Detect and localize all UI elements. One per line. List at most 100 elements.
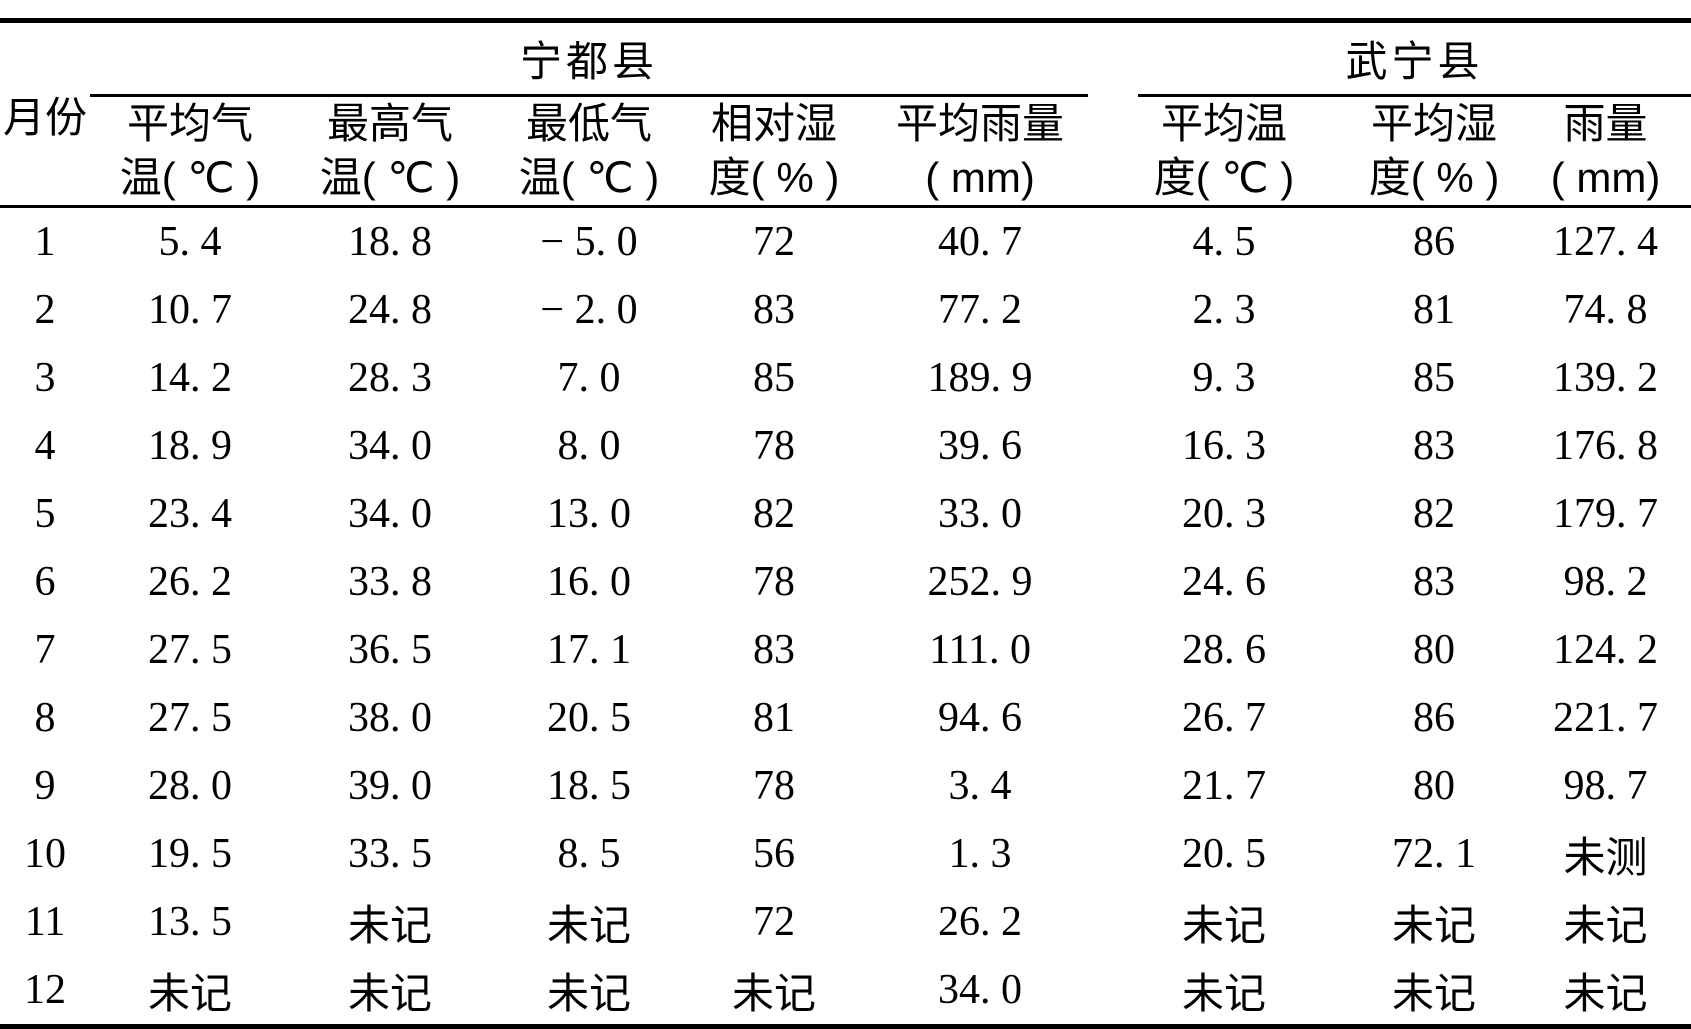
value-cell: 26. 2 xyxy=(938,899,1022,945)
value-cell: 24. 8 xyxy=(348,287,432,333)
col-header-wuning-avg-temp: 平均温 度( ℃ ) xyxy=(1100,97,1349,208)
value-cell: 18. 9 xyxy=(148,423,232,469)
value-cell: 36. 5 xyxy=(348,627,432,673)
value-cell: 19. 5 xyxy=(148,831,232,877)
value-cell: 16. 0 xyxy=(547,559,631,605)
value-cell: 98. 7 xyxy=(1563,763,1648,809)
col-header-line1: 平均温 xyxy=(1161,100,1288,147)
col-header-ningdu-min-temp: 最低气 温( ℃ ) xyxy=(490,97,688,208)
col-header-line1: 雨量 xyxy=(1563,100,1648,147)
col-header-line2: 度( % ) xyxy=(1368,154,1500,201)
table-row: 9 28. 0 39. 0 18. 5 78 3. 4 21. 7 80 98. 7 xyxy=(0,752,1691,820)
col-header-line2: ( mm) xyxy=(1550,154,1661,201)
table-row: 4 18. 9 34. 0 8. 0 78 39. 6 16. 3 83 176. 8 xyxy=(0,412,1691,480)
value-cell: 2. 3 xyxy=(1192,287,1256,333)
value-cell: 未记 xyxy=(731,969,816,1017)
value-cell: 未记 xyxy=(1182,969,1267,1017)
table-row: 8 27. 5 38. 0 20. 5 81 94. 6 26. 7 86 221. 7 xyxy=(0,684,1691,752)
value-cell: 28. 0 xyxy=(148,763,232,809)
value-cell: 80 xyxy=(1413,627,1456,673)
value-cell: 38. 0 xyxy=(348,695,432,741)
value-cell: 21. 7 xyxy=(1182,763,1267,809)
value-cell: 98. 2 xyxy=(1563,559,1648,605)
value-cell: 28. 6 xyxy=(1182,627,1267,673)
table-row: 3 14. 2 28. 3 7. 0 85 189. 9 9. 3 85 139. 2 xyxy=(0,344,1691,412)
col-header-line1: 平均雨量 xyxy=(896,100,1065,147)
group-header-ningdu-label: 宁都县 xyxy=(90,23,1089,97)
column-header-row: 平均气 温( ℃ ) 最高气 温( ℃ ) 最低气 温( ℃ ) 相对湿 度( … xyxy=(0,97,1691,208)
value-cell: 20. 3 xyxy=(1182,491,1267,537)
value-cell: 85 xyxy=(753,355,795,401)
month-cell: 6 xyxy=(34,559,56,605)
col-header-line1: 平均湿 xyxy=(1371,100,1498,147)
value-cell: 83 xyxy=(1413,423,1456,469)
value-cell: 33. 5 xyxy=(348,831,432,877)
value-cell: 1. 3 xyxy=(948,831,1012,877)
col-header-ningdu-max-temp: 最高气 温( ℃ ) xyxy=(290,97,490,208)
col-header-line1: 平均气 xyxy=(126,100,253,147)
value-cell: 176. 8 xyxy=(1553,423,1659,469)
month-cell: 11 xyxy=(24,899,66,945)
month-cell: 1 xyxy=(34,219,56,265)
value-cell: 9. 3 xyxy=(1192,355,1256,401)
value-cell: 83 xyxy=(1413,559,1456,605)
value-cell: 189. 9 xyxy=(927,355,1033,401)
value-cell: 94. 6 xyxy=(938,695,1022,741)
month-cell: 10 xyxy=(24,831,66,877)
month-cell: 8 xyxy=(34,695,56,741)
value-cell: 82 xyxy=(753,491,795,537)
value-cell: − 5. 0 xyxy=(540,219,638,265)
value-cell: 85 xyxy=(1413,355,1456,401)
month-cell: 5 xyxy=(34,491,56,537)
value-cell: 83 xyxy=(753,287,795,333)
col-header-line2: 度( ℃ ) xyxy=(1153,154,1295,201)
table-row: 7 27. 5 36. 5 17. 1 83 111. 0 28. 6 80 124. 2 xyxy=(0,616,1691,684)
value-cell: 127. 4 xyxy=(1553,219,1659,265)
value-cell: 18. 8 xyxy=(348,219,432,265)
value-cell: 28. 3 xyxy=(348,355,432,401)
col-header-ningdu-avg-temp: 平均气 温( ℃ ) xyxy=(90,97,290,208)
month-column-header: 月份 xyxy=(0,20,90,208)
value-cell: 82 xyxy=(1413,491,1456,537)
value-cell: − 2. 0 xyxy=(540,287,638,333)
value-cell: 7. 0 xyxy=(557,355,621,401)
col-header-line2: 温( ℃ ) xyxy=(518,154,660,201)
value-cell: 未记 xyxy=(546,901,631,949)
month-cell: 7 xyxy=(34,627,56,673)
value-cell: 20. 5 xyxy=(547,695,631,741)
value-cell: 72. 1 xyxy=(1392,831,1477,877)
value-cell: 34. 0 xyxy=(938,967,1022,1013)
col-header-line2: 度( % ) xyxy=(708,154,840,201)
value-cell: 72 xyxy=(753,219,795,265)
value-cell: 14. 2 xyxy=(148,355,232,401)
group-header-wuning-label: 武宁县 xyxy=(1138,23,1691,97)
table-row: 11 13. 5 未记 未记 72 26. 2 未记 未记 未记 xyxy=(0,888,1691,956)
value-cell: 23. 4 xyxy=(148,491,232,537)
value-cell: 20. 5 xyxy=(1182,831,1267,877)
value-cell: 34. 0 xyxy=(348,491,432,537)
value-cell: 13. 0 xyxy=(547,491,631,537)
value-cell: 4. 5 xyxy=(1192,219,1256,265)
col-header-line1: 最高气 xyxy=(326,100,453,147)
value-cell: 33. 0 xyxy=(938,491,1022,537)
value-cell: 26. 7 xyxy=(1182,695,1267,741)
value-cell: 未记 xyxy=(1392,901,1477,949)
month-cell: 9 xyxy=(34,763,56,809)
group-header-ningdu-county: 宁都县 xyxy=(90,21,1100,97)
value-cell: 221. 7 xyxy=(1553,695,1659,741)
month-cell: 12 xyxy=(24,967,66,1013)
value-cell: 80 xyxy=(1413,763,1456,809)
col-header-ningdu-avg-rainfall: 平均雨量 ( mm) xyxy=(860,97,1101,208)
value-cell: 未记 xyxy=(347,901,432,949)
value-cell: 未记 xyxy=(1392,969,1477,1017)
value-cell: 78 xyxy=(753,763,795,809)
value-cell: 24. 6 xyxy=(1182,559,1267,605)
value-cell: 17. 1 xyxy=(547,627,631,673)
col-header-line2: 温( ℃ ) xyxy=(319,154,461,201)
value-cell: 252. 9 xyxy=(927,559,1033,605)
value-cell: 8. 5 xyxy=(557,831,621,877)
value-cell: 未记 xyxy=(1563,901,1648,949)
value-cell: 27. 5 xyxy=(148,627,232,673)
value-cell: 34. 0 xyxy=(348,423,432,469)
value-cell: 未记 xyxy=(347,969,432,1017)
